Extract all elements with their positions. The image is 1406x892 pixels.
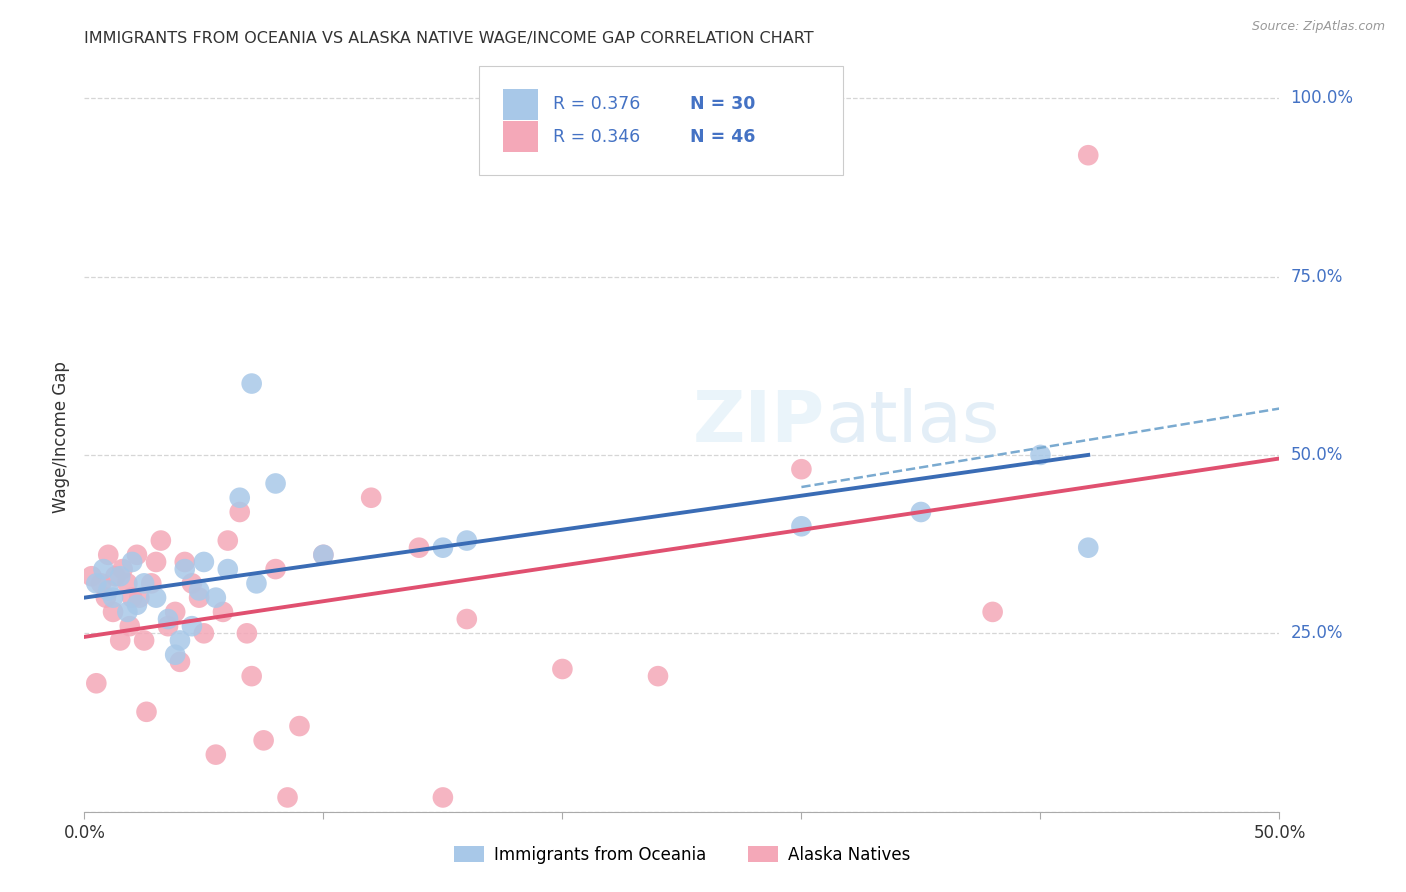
Point bbox=[145, 591, 167, 605]
Point bbox=[121, 591, 143, 605]
Point bbox=[86, 676, 108, 690]
Point bbox=[217, 533, 239, 548]
Point bbox=[236, 626, 259, 640]
Point bbox=[408, 541, 430, 555]
Point bbox=[193, 626, 215, 640]
Point bbox=[181, 576, 204, 591]
Point bbox=[790, 462, 813, 476]
Point bbox=[110, 633, 132, 648]
Text: ZIP: ZIP bbox=[693, 388, 825, 457]
Point bbox=[93, 562, 115, 576]
FancyBboxPatch shape bbox=[479, 66, 844, 175]
Point bbox=[97, 548, 120, 562]
FancyBboxPatch shape bbox=[503, 88, 538, 120]
Point bbox=[101, 605, 124, 619]
Text: R = 0.376: R = 0.376 bbox=[553, 95, 640, 113]
Point bbox=[104, 569, 127, 583]
Text: 50.0%: 50.0% bbox=[1291, 446, 1343, 464]
Point bbox=[165, 605, 187, 619]
Text: 100.0%: 100.0% bbox=[1291, 89, 1354, 107]
Point bbox=[94, 591, 117, 605]
Point bbox=[97, 583, 120, 598]
Text: IMMIGRANTS FROM OCEANIA VS ALASKA NATIVE WAGE/INCOME GAP CORRELATION CHART: IMMIGRANTS FROM OCEANIA VS ALASKA NATIVE… bbox=[84, 31, 814, 46]
Point bbox=[90, 576, 112, 591]
Point bbox=[157, 612, 180, 626]
Point bbox=[217, 562, 239, 576]
Point bbox=[205, 747, 228, 762]
Point bbox=[157, 619, 180, 633]
Point bbox=[981, 605, 1004, 619]
Point bbox=[229, 491, 252, 505]
Text: 25.0%: 25.0% bbox=[1291, 624, 1343, 642]
Point bbox=[212, 605, 235, 619]
Point bbox=[790, 519, 813, 533]
Point bbox=[121, 555, 143, 569]
Point bbox=[128, 591, 150, 605]
Point bbox=[240, 376, 263, 391]
Point bbox=[110, 569, 132, 583]
Text: atlas: atlas bbox=[825, 388, 1000, 457]
Text: 75.0%: 75.0% bbox=[1291, 268, 1343, 285]
Point bbox=[181, 619, 204, 633]
Point bbox=[188, 583, 211, 598]
Text: Source: ZipAtlas.com: Source: ZipAtlas.com bbox=[1251, 20, 1385, 33]
Point bbox=[432, 541, 454, 555]
Point bbox=[169, 655, 191, 669]
Point bbox=[1029, 448, 1052, 462]
Point bbox=[551, 662, 574, 676]
Point bbox=[118, 619, 141, 633]
Point bbox=[117, 576, 139, 591]
Point bbox=[111, 562, 134, 576]
Point bbox=[117, 605, 139, 619]
Point bbox=[253, 733, 276, 747]
Point bbox=[288, 719, 311, 733]
Point bbox=[141, 576, 163, 591]
FancyBboxPatch shape bbox=[503, 121, 538, 153]
Point bbox=[456, 612, 478, 626]
Point bbox=[165, 648, 187, 662]
Point bbox=[1077, 541, 1099, 555]
Text: R = 0.346: R = 0.346 bbox=[553, 128, 640, 145]
Point bbox=[245, 576, 267, 591]
Point bbox=[360, 491, 382, 505]
Point bbox=[173, 555, 195, 569]
Y-axis label: Wage/Income Gap: Wage/Income Gap bbox=[52, 361, 70, 513]
Point bbox=[101, 591, 124, 605]
Point bbox=[132, 576, 156, 591]
Point bbox=[188, 591, 211, 605]
Point bbox=[135, 705, 157, 719]
Text: N = 30: N = 30 bbox=[690, 95, 755, 113]
Point bbox=[1077, 148, 1099, 162]
Point bbox=[432, 790, 454, 805]
Point bbox=[125, 598, 148, 612]
Point bbox=[173, 562, 195, 576]
Point bbox=[240, 669, 263, 683]
Point bbox=[80, 569, 103, 583]
Point bbox=[312, 548, 335, 562]
Point bbox=[229, 505, 252, 519]
Point bbox=[86, 576, 108, 591]
Point bbox=[193, 555, 215, 569]
Point bbox=[456, 533, 478, 548]
Point bbox=[312, 548, 335, 562]
Point bbox=[149, 533, 172, 548]
Point bbox=[132, 633, 156, 648]
Point bbox=[264, 476, 287, 491]
Legend: Immigrants from Oceania, Alaska Natives: Immigrants from Oceania, Alaska Natives bbox=[447, 839, 917, 871]
Point bbox=[145, 555, 167, 569]
Point bbox=[910, 505, 932, 519]
Point bbox=[169, 633, 191, 648]
Point bbox=[205, 591, 228, 605]
Point bbox=[264, 562, 287, 576]
Text: N = 46: N = 46 bbox=[690, 128, 755, 145]
Point bbox=[277, 790, 299, 805]
Point bbox=[125, 548, 148, 562]
Point bbox=[647, 669, 669, 683]
